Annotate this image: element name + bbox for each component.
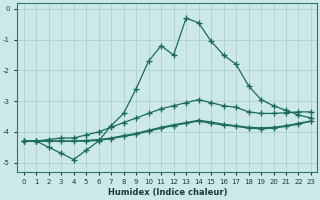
X-axis label: Humidex (Indice chaleur): Humidex (Indice chaleur) — [108, 188, 227, 197]
